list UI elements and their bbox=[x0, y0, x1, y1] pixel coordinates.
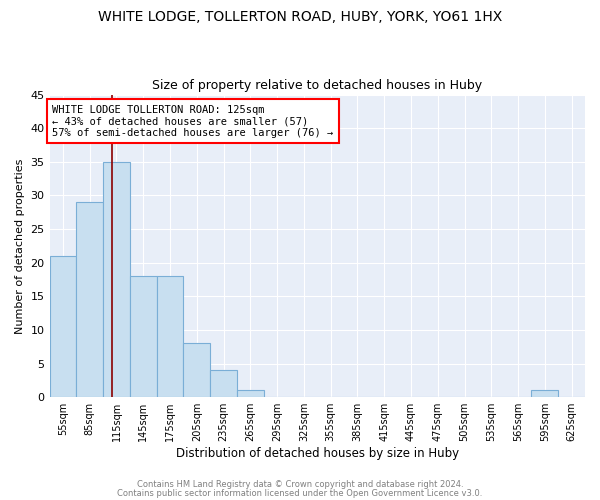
Bar bbox=[157, 276, 184, 397]
Bar bbox=[237, 390, 264, 397]
Bar bbox=[532, 390, 558, 397]
Text: WHITE LODGE TOLLERTON ROAD: 125sqm
← 43% of detached houses are smaller (57)
57%: WHITE LODGE TOLLERTON ROAD: 125sqm ← 43%… bbox=[52, 104, 334, 138]
Bar bbox=[50, 256, 76, 397]
Bar bbox=[76, 202, 103, 397]
Title: Size of property relative to detached houses in Huby: Size of property relative to detached ho… bbox=[152, 79, 482, 92]
Text: Contains public sector information licensed under the Open Government Licence v3: Contains public sector information licen… bbox=[118, 488, 482, 498]
Text: Contains HM Land Registry data © Crown copyright and database right 2024.: Contains HM Land Registry data © Crown c… bbox=[137, 480, 463, 489]
Text: WHITE LODGE, TOLLERTON ROAD, HUBY, YORK, YO61 1HX: WHITE LODGE, TOLLERTON ROAD, HUBY, YORK,… bbox=[98, 10, 502, 24]
X-axis label: Distribution of detached houses by size in Huby: Distribution of detached houses by size … bbox=[176, 447, 459, 460]
Bar bbox=[130, 276, 157, 397]
Bar bbox=[184, 344, 210, 397]
Bar bbox=[103, 162, 130, 397]
Y-axis label: Number of detached properties: Number of detached properties bbox=[15, 158, 25, 334]
Bar bbox=[210, 370, 237, 397]
